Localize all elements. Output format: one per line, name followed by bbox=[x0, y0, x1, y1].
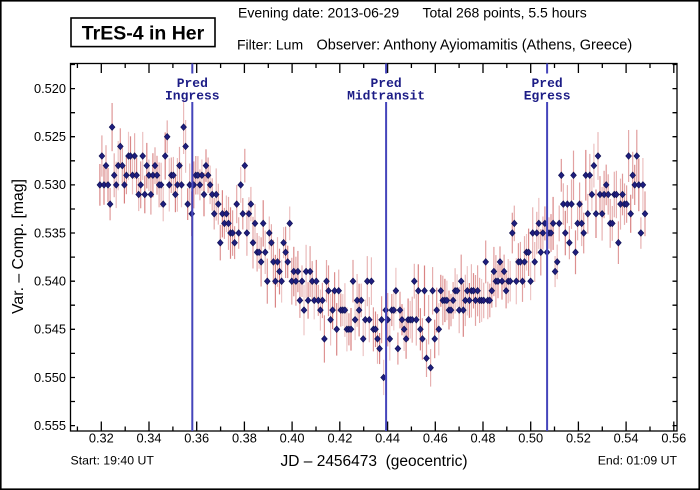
svg-text:Evening date: 2013-06-29: Evening date: 2013-06-29 bbox=[238, 5, 399, 21]
svg-text:End: 01:09 UT: End: 01:09 UT bbox=[598, 454, 678, 468]
svg-text:0.535: 0.535 bbox=[34, 225, 66, 240]
svg-text:Var. – Comp. [mag]: Var. – Comp. [mag] bbox=[10, 179, 27, 314]
svg-text:Pred: Pred bbox=[177, 76, 208, 91]
svg-text:Filter: Lum: Filter: Lum bbox=[237, 37, 303, 53]
svg-text:0.42: 0.42 bbox=[327, 431, 352, 446]
svg-text:0.34: 0.34 bbox=[137, 431, 162, 446]
svg-text:0.40: 0.40 bbox=[280, 431, 305, 446]
svg-text:0.46: 0.46 bbox=[423, 431, 448, 446]
svg-text:0.54: 0.54 bbox=[614, 431, 639, 446]
svg-text:0.36: 0.36 bbox=[184, 431, 209, 446]
svg-text:0.525: 0.525 bbox=[34, 129, 66, 144]
svg-text:0.545: 0.545 bbox=[34, 322, 66, 337]
svg-text:0.540: 0.540 bbox=[34, 274, 66, 289]
svg-text:Start: 19:40 UT: Start: 19:40 UT bbox=[71, 454, 155, 468]
svg-text:TrES-4 in Her: TrES-4 in Her bbox=[82, 23, 205, 45]
svg-text:JD – 2456473 (geocentric): JD – 2456473 (geocentric) bbox=[281, 453, 468, 470]
svg-text:0.44: 0.44 bbox=[375, 431, 400, 446]
svg-text:0.530: 0.530 bbox=[34, 177, 66, 192]
svg-text:0.48: 0.48 bbox=[471, 431, 496, 446]
svg-text:Egress: Egress bbox=[524, 89, 571, 104]
svg-text:Pred: Pred bbox=[370, 76, 401, 91]
svg-text:0.555: 0.555 bbox=[34, 418, 66, 433]
svg-text:0.520: 0.520 bbox=[34, 81, 66, 96]
svg-text:0.52: 0.52 bbox=[566, 431, 591, 446]
svg-text:Ingress: Ingress bbox=[165, 89, 220, 104]
svg-text:Midtransit: Midtransit bbox=[347, 89, 425, 104]
svg-text:0.50: 0.50 bbox=[518, 431, 543, 446]
svg-text:Observer: Anthony Ayiomamitis: Observer: Anthony Ayiomamitis (Athens, G… bbox=[317, 38, 633, 54]
svg-text:Pred: Pred bbox=[531, 76, 562, 91]
svg-text:Total 268 points, 5.5 hours: Total 268 points, 5.5 hours bbox=[423, 5, 587, 21]
svg-text:0.38: 0.38 bbox=[232, 431, 257, 446]
svg-text:0.550: 0.550 bbox=[34, 370, 66, 385]
svg-text:0.56: 0.56 bbox=[661, 431, 686, 446]
svg-text:0.32: 0.32 bbox=[89, 431, 114, 446]
